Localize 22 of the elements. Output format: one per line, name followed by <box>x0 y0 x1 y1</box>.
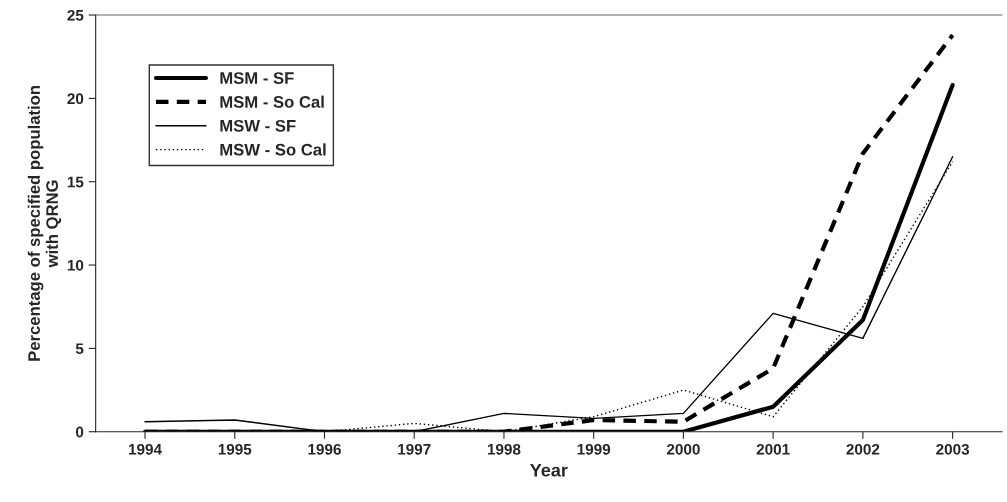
x-tick-label: 1998 <box>487 443 521 455</box>
x-tick-label: 2002 <box>846 443 880 455</box>
x-tick-label: 2000 <box>666 443 700 455</box>
y-tick-label: 10 <box>67 259 84 271</box>
legend-label: MSM - So Cal <box>220 95 324 108</box>
y-axis-title: Percentage of specified population with QRNG <box>27 85 62 361</box>
legend-label: MSW - SF <box>220 119 296 132</box>
y-tick-label: 15 <box>67 176 84 188</box>
y-tick-label: 0 <box>75 426 84 438</box>
legend-label: MSW - So Cal <box>220 143 326 156</box>
x-tick-label: 1997 <box>398 443 431 455</box>
x-tick-label: 1996 <box>308 443 341 455</box>
y-tick-label: 5 <box>75 343 84 355</box>
legend-label: MSM - SF <box>220 72 294 84</box>
y-tick-label: 20 <box>67 93 84 105</box>
x-axis-title: Year <box>530 463 568 477</box>
x-tick-label: 1999 <box>577 443 611 455</box>
y-tick-label: 25 <box>67 9 84 21</box>
x-tick-label: 1994 <box>128 443 162 455</box>
x-tick-label: 1995 <box>218 443 252 455</box>
x-tick-label: 2003 <box>936 443 970 455</box>
x-tick-label: 2001 <box>756 443 790 455</box>
